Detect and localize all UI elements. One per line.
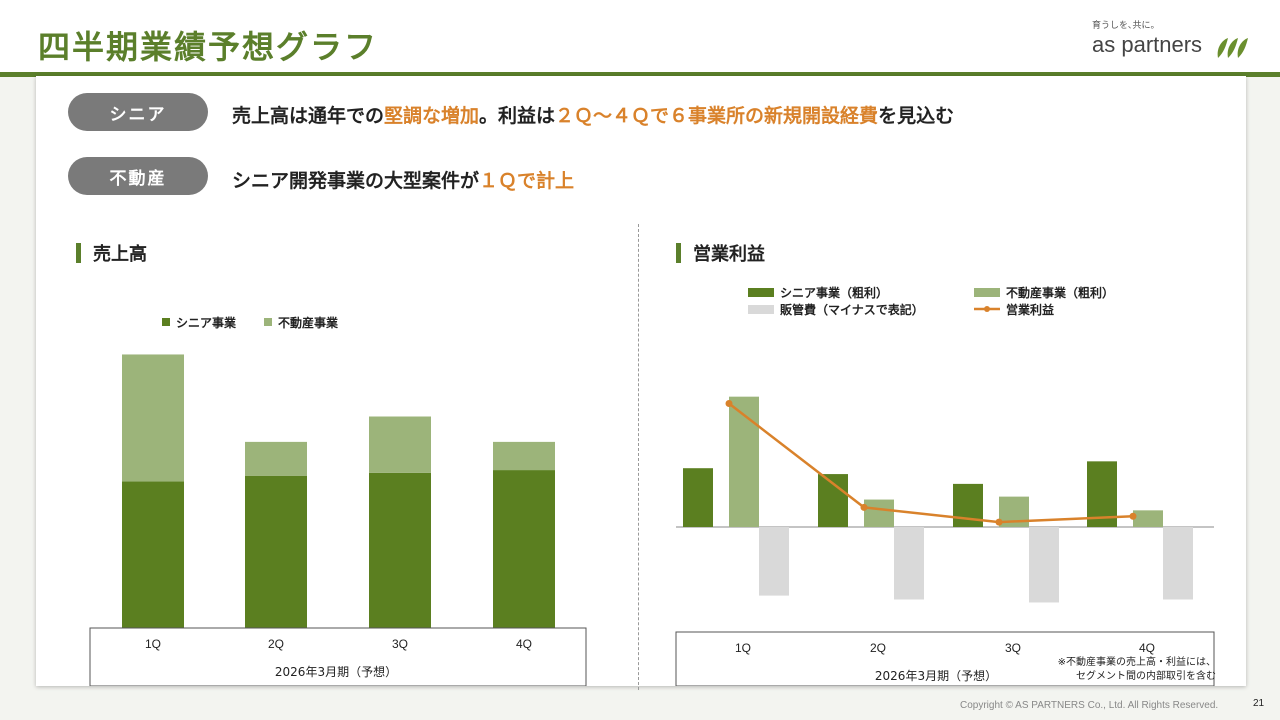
sales-bar [245,475,307,628]
x-tick-label: 1Q [145,637,161,651]
section-marker [76,243,81,263]
legend-label: 販管費（マイナスで表記） [780,302,924,317]
x-tick-label: 4Q [1139,641,1155,655]
summary-senior: 売上高は通年での堅調な増加。利益は２Ｑ〜４Ｑで６事業所の新規開設経費を見込む [232,101,954,128]
profit-chart: 1Q 2Q 3Q 4Q 2026年3月期（予想） シニア事業（粗利） 不動産事業（粗利） 販管… [675,285,1215,686]
legend-swatch [748,305,774,314]
section-marker [676,243,681,263]
realestate-gp-bar [1133,510,1163,527]
legend-label: 不動産事業 [278,315,339,330]
copyright: Copyright © AS PARTNERS Co., Ltd. All Ri… [960,700,1219,711]
logo-wordmark: as partners [1092,32,1203,57]
header-rule [0,72,1280,77]
sga-bar [1163,527,1193,600]
realestate-gp-bar [729,396,759,527]
op-profit-point [860,503,868,511]
sales-section-title: 売上高 [76,240,147,266]
tag-realestate: 不動産 [68,157,208,195]
x-axis-frame [675,631,1215,686]
legend-swatch [264,318,272,326]
sales-bar [245,441,307,476]
senior-gp-bar [683,468,713,527]
x-tick-label: 2Q [268,637,284,651]
company-logo: 育うしを､共に。 as partners [1092,18,1262,62]
summary-senior-part: 。利益は [479,105,556,127]
sales-bar [122,354,184,482]
op-profit-point [725,400,733,408]
sales-bar [493,441,555,471]
summary-senior-part: ２Ｑ〜４Ｑで６事業所の新規開設経費 [555,105,879,127]
header: 四半期業績予想グラフ 育うしを､共に。 as partners [0,0,1280,76]
footnote-line: セグメント間の内部取引を含む [1076,671,1216,682]
sales-bar [369,472,431,628]
logo-tagline: 育うしを､共に。 [1092,21,1160,31]
sga-bar [1029,527,1059,603]
summary-senior-part: 売上高は通年での [232,105,385,127]
x-tick-label: 4Q [516,637,532,651]
page-title: 四半期業績予想グラフ [38,28,379,66]
realestate-gp-bar [864,499,894,527]
legend-swatch [748,288,774,297]
x-axis-label: 2026年3月期（予想） [875,668,997,683]
op-profit-point [1129,512,1137,520]
page-number: 21 [1253,698,1265,709]
legend-swatch [974,288,1000,297]
sales-bar [122,481,184,628]
logo-leaf-icon [1217,38,1248,58]
sales-bar [493,470,555,628]
summary-realestate: シニア開発事業の大型案件が１Ｑで計上 [232,166,574,193]
sales-bar [369,416,431,473]
legend-swatch [984,306,990,312]
x-tick-label: 1Q [735,641,751,655]
sales-chart: 1Q 2Q 3Q 4Q 2026年3月期（予想） シニア事業 不動産事業 [89,315,587,686]
summary-realestate-part: １Ｑで計上 [479,170,575,192]
sga-bar [759,527,789,596]
op-profit-line [728,402,1134,524]
legend-swatch [162,318,170,326]
x-tick-label: 3Q [1005,641,1021,655]
section-divider [638,224,639,690]
legend-label: シニア事業（粗利） [780,285,888,300]
sales-title-text: 売上高 [93,244,147,265]
x-tick-label: 2Q [870,641,886,655]
sga-bar [894,527,924,600]
summary-senior-part: 堅調な増加 [384,105,480,127]
legend-label: 営業利益 [1006,302,1054,317]
summary-senior-part: を見込む [878,105,955,127]
footnote-line: ※不動産事業の売上高・利益には、 [1057,657,1216,668]
profit-section-title: 営業利益 [676,240,765,266]
legend-label: シニア事業 [176,315,237,330]
legend-label: 不動産事業（粗利） [1006,285,1114,300]
x-axis-label: 2026年3月期（予想） [275,664,397,679]
footnote: ※不動産事業の売上高・利益には、 セグメント間の内部取引を含む [1016,656,1216,684]
content-card: シニア 売上高は通年での堅調な増加。利益は２Ｑ〜４Ｑで６事業所の新規開設経費を見… [36,76,1246,690]
op-profit-point [995,518,1003,526]
x-tick-label: 3Q [392,637,408,651]
summary-realestate-part: シニア開発事業の大型案件が [232,170,480,192]
tag-senior: シニア [68,93,208,131]
profit-title-text: 営業利益 [693,244,765,265]
